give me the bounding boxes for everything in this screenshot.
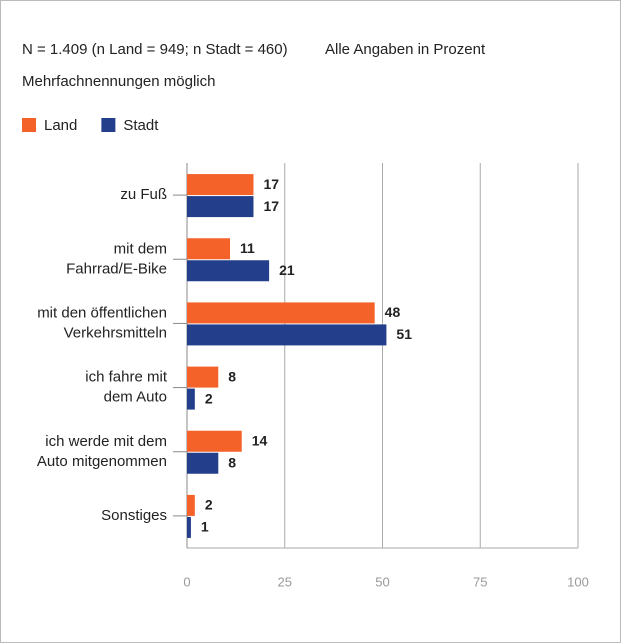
value-label: 8 [228,368,236,384]
bar [187,238,231,260]
y-tick-label: Sonstiges [101,507,167,524]
y-tick-label: ich werde mit dem Auto mitgenommen [37,433,167,470]
bar [187,430,242,452]
bar [187,516,191,538]
bar [187,196,254,218]
x-tick-label: 0 [183,574,190,589]
value-label: 2 [205,390,213,406]
bar [187,174,254,196]
bar [187,494,195,516]
note: Mehrfachnennungen möglich [22,73,215,90]
y-tick-label: mit dem Fahrrad/E-Bike [66,240,167,277]
bar [187,260,270,282]
legend-swatch [22,118,36,132]
x-tick-label: 75 [473,574,487,589]
bar [187,452,219,474]
value-label: 17 [263,176,279,192]
bar [187,366,219,388]
bar [187,302,375,324]
value-label: 8 [228,454,236,470]
value-label: 21 [279,262,295,278]
x-tick-label: 50 [375,574,389,589]
y-tick-label: mit den öffentlichen Verkehrsmitteln [37,304,167,341]
value-label: 2 [205,497,213,513]
note: N = 1.409 (n Land = 949; n Stadt = 460) [22,41,288,58]
x-tick-label: 100 [567,574,589,589]
value-label: 14 [252,432,268,448]
legend-label: Stadt [123,117,159,134]
bar [187,388,195,410]
value-label: 51 [396,326,412,342]
legend-swatch [101,118,116,132]
y-tick-label: zu Fuß [120,186,167,203]
value-label: 17 [263,198,279,214]
x-tick-label: 25 [278,574,292,589]
note: Alle Angaben in Prozent [325,41,486,58]
value-label: 48 [385,304,401,320]
value-label: 11 [240,240,255,256]
bar [187,324,387,346]
y-tick-label: ich fahre mit dem Auto [85,369,168,406]
legend-label: Land [44,117,77,134]
value-label: 1 [201,519,209,535]
